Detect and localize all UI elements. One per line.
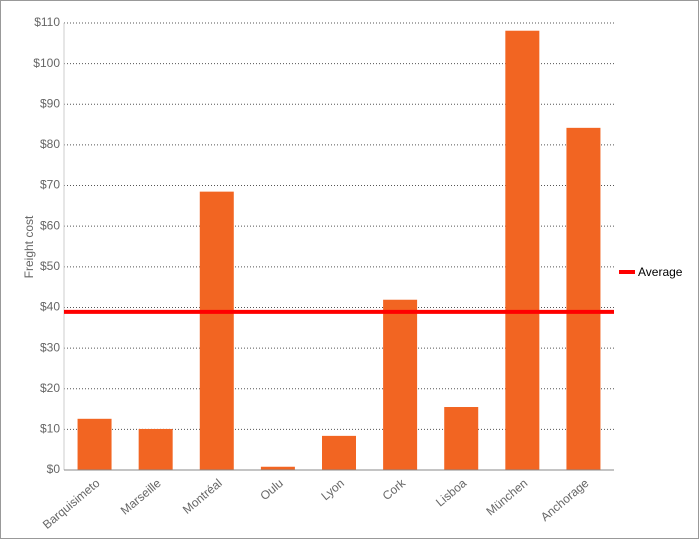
bar — [505, 30, 540, 470]
y-tick-label: $0 — [47, 462, 61, 476]
bar — [199, 191, 234, 470]
y-tick-label: $30 — [40, 340, 60, 354]
y-axis-label: Freight cost — [22, 215, 36, 278]
bar — [444, 407, 479, 470]
y-tick-label: $20 — [40, 381, 60, 395]
bar — [260, 466, 295, 470]
y-tick-label: $70 — [40, 178, 60, 192]
y-tick-label: $10 — [40, 422, 60, 436]
bar — [566, 127, 601, 470]
y-tick-label: $100 — [33, 56, 60, 70]
y-tick-label: $60 — [40, 218, 60, 232]
legend-label: Average — [638, 265, 683, 279]
y-tick-label: $50 — [40, 259, 60, 273]
y-tick-label: $40 — [40, 300, 60, 314]
y-tick-label: $110 — [34, 15, 60, 29]
bar — [322, 435, 356, 470]
y-tick-label: $80 — [40, 137, 60, 151]
bar — [138, 428, 173, 470]
bar — [77, 418, 112, 470]
y-tick-label: $90 — [40, 96, 60, 110]
bar — [383, 299, 418, 470]
